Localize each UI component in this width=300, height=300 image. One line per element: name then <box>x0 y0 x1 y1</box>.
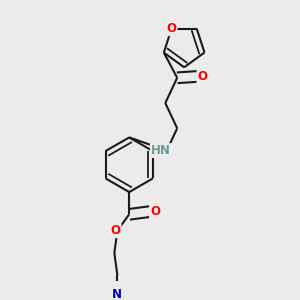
Text: O: O <box>150 205 160 218</box>
Text: N: N <box>112 288 122 300</box>
Text: O: O <box>197 70 207 83</box>
Text: O: O <box>110 224 121 237</box>
Text: O: O <box>167 22 177 35</box>
Text: HN: HN <box>151 144 171 157</box>
